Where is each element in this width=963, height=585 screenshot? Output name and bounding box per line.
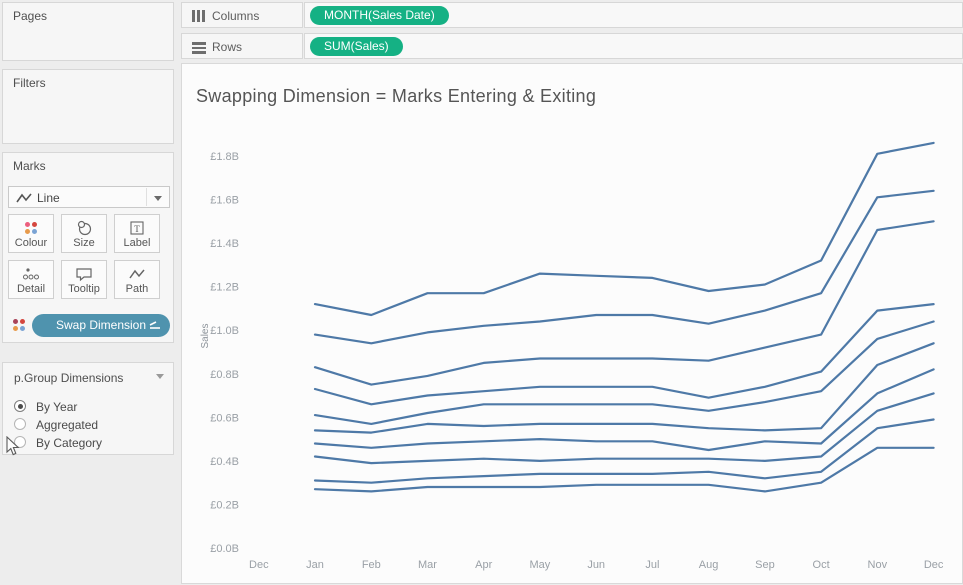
y-tick-label: £1.4B	[210, 238, 239, 250]
y-tick-label: £1.6B	[210, 195, 239, 207]
parameter-menu-icon[interactable]	[156, 374, 164, 379]
columns-icon	[192, 10, 206, 22]
columns-pill[interactable]: MONTH(Sales Date)	[310, 6, 449, 25]
label-icon: T	[115, 220, 159, 236]
chart-plot-area: £0.0B £0.2B £0.4B £0.6B £0.8B £1.0B £1.2B £1.4B…	[200, 141, 944, 571]
x-tick-label: Dec	[924, 559, 944, 571]
y-tick-label: £1.0B	[210, 325, 239, 337]
chart-line-line-9[interactable]	[313, 418, 935, 484]
rows-pill[interactable]: SUM(Sales)	[310, 37, 403, 56]
chart-line-line-4[interactable]	[313, 303, 935, 406]
path-button-label: Path	[125, 283, 149, 295]
y-tick-label: £0.0B	[210, 543, 239, 555]
label-button-label: Label	[123, 237, 151, 249]
chart-line-line-10[interactable]	[313, 446, 935, 493]
chart-line-line-6[interactable]	[313, 342, 935, 434]
y-tick-label: £1.8B	[210, 151, 239, 163]
label-button[interactable]: T Label	[114, 214, 160, 253]
chart-line-line-3[interactable]	[313, 220, 935, 386]
radio-by-category-label: By Category	[36, 436, 103, 450]
radio-icon[interactable]	[14, 436, 26, 448]
x-tick-label: May	[530, 559, 551, 571]
chart-line-line-8[interactable]	[313, 392, 935, 465]
radio-icon[interactable]	[14, 418, 26, 430]
y-tick-label: £0.4B	[210, 456, 239, 468]
line-mark-icon	[16, 193, 32, 203]
rows-shelf[interactable]: SUM(Sales)	[304, 33, 963, 59]
y-tick-label: £1.2B	[210, 282, 239, 294]
colour-dots-icon	[24, 221, 38, 235]
x-tick-label: Sep	[755, 559, 775, 571]
filters-shelf[interactable]: Filters	[2, 69, 174, 144]
colour-button-label: Colour	[14, 237, 48, 249]
worksheet-view: Swapping Dimension = Marks Entering & Ex…	[181, 63, 963, 584]
dropdown-separator	[146, 188, 147, 206]
x-tick-label: Dec	[249, 559, 269, 571]
path-button[interactable]: Path	[114, 260, 160, 299]
radio-aggregated[interactable]: Aggregated	[14, 417, 164, 433]
size-icon	[62, 220, 106, 236]
size-button[interactable]: Size	[61, 214, 107, 253]
x-tick-label: Jan	[306, 559, 324, 571]
colour-legend-icon	[13, 319, 26, 332]
radio-by-category[interactable]: By Category	[14, 435, 164, 451]
x-tick-label: Jun	[587, 559, 605, 571]
chart-title: Swapping Dimension = Marks Entering & Ex…	[196, 86, 597, 106]
x-tick-label: Nov	[868, 559, 888, 571]
y-tick-label: £0.2B	[210, 499, 239, 511]
y-tick-label: £0.6B	[210, 412, 239, 424]
radio-aggregated-label: Aggregated	[36, 418, 99, 432]
swap-dimension-button-label: Swap Dimension	[55, 318, 147, 332]
tooltip-icon	[62, 266, 106, 282]
marks-panel: Marks Line Colour Size T Label Detail	[2, 152, 174, 343]
chart-line-line-2[interactable]	[313, 189, 935, 345]
tooltip-button-label: Tooltip	[68, 283, 100, 295]
detail-button-label: Detail	[16, 283, 46, 295]
detail-button[interactable]: Detail	[8, 260, 54, 299]
radio-by-year[interactable]: By Year	[14, 399, 164, 415]
svg-text:T: T	[134, 224, 140, 234]
y-tick-label: £0.8B	[210, 369, 239, 381]
marks-panel-label: Marks	[13, 159, 46, 173]
path-icon	[115, 266, 159, 282]
pages-shelf-label: Pages	[13, 9, 48, 23]
x-tick-label: Feb	[362, 559, 381, 571]
pages-shelf[interactable]: Pages	[2, 2, 174, 61]
size-button-label: Size	[73, 237, 95, 249]
columns-shelf-header: Columns	[181, 2, 303, 28]
rows-shelf-header: Rows	[181, 33, 303, 59]
chart-line-line-1[interactable]	[313, 141, 935, 317]
colour-button[interactable]: Colour	[8, 214, 54, 253]
radio-by-year-label: By Year	[36, 400, 78, 414]
radio-icon[interactable]	[14, 400, 26, 412]
x-tick-label: Aug	[699, 559, 719, 571]
detail-icon	[9, 266, 53, 282]
chart-line-line-5[interactable]	[313, 320, 935, 425]
chart-line-line-7[interactable]	[313, 368, 935, 452]
parameter-control: p.Group Dimensions By Year Aggregated By…	[2, 362, 174, 455]
y-axis-title: Sales	[200, 323, 211, 348]
tooltip-button[interactable]: Tooltip	[61, 260, 107, 299]
swap-dimension-button[interactable]: Swap Dimension	[32, 314, 170, 337]
x-tick-label: Mar	[418, 559, 437, 571]
mouse-cursor	[6, 436, 20, 456]
x-tick-label: Apr	[475, 559, 492, 571]
columns-shelf-label: Columns	[212, 9, 260, 23]
chevron-down-icon[interactable]	[154, 196, 162, 201]
x-tick-label: Oct	[813, 559, 830, 571]
x-tick-label: Jul	[645, 559, 659, 571]
rows-shelf-label: Rows	[212, 40, 243, 54]
rows-icon	[192, 42, 206, 54]
columns-shelf[interactable]: MONTH(Sales Date)	[304, 2, 963, 28]
parameter-action-icon	[149, 321, 160, 329]
mark-type-dropdown[interactable]: Line	[8, 186, 170, 208]
mark-type-value: Line	[37, 191, 60, 205]
parameter-title: p.Group Dimensions	[14, 371, 124, 385]
filters-shelf-label: Filters	[13, 76, 46, 90]
